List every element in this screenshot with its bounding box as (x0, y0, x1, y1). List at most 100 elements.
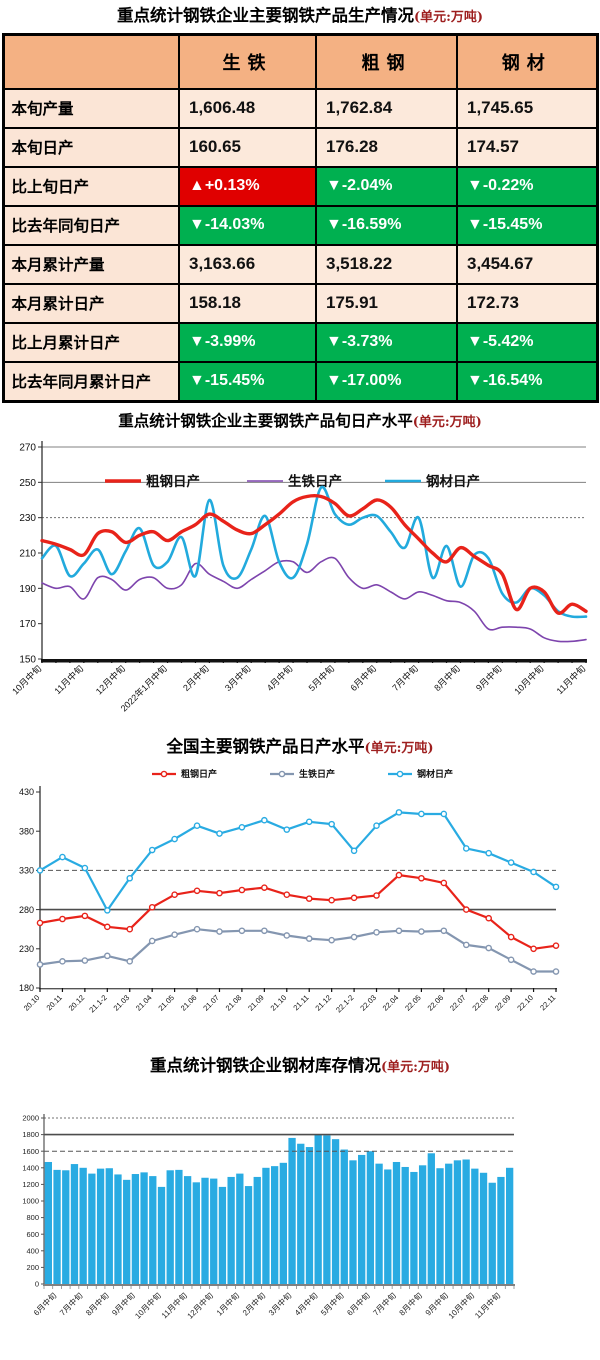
bar (53, 1170, 61, 1285)
bar (375, 1163, 383, 1285)
x-tick-label: 22.05 (403, 993, 423, 1013)
bar (253, 1177, 261, 1285)
col-header-crude-steel: 粗钢 (315, 33, 458, 90)
x-tick-label: 12月中旬 (93, 663, 127, 697)
data-point (59, 915, 66, 922)
row-label: 本月累计产量 (2, 243, 180, 285)
y-tick-label: 330 (19, 865, 34, 875)
data-point (440, 927, 448, 934)
production-table-title: 重点统计钢铁企业主要钢铁产品生产情况(单元:万吨) (0, 6, 600, 27)
bar (44, 1162, 52, 1285)
data-point (104, 952, 111, 959)
value-cell: 172.73 (456, 282, 598, 324)
row-label: 本月累计日产 (2, 282, 180, 324)
x-tick-label: 21.12 (313, 993, 333, 1013)
x-tick-label: 6月中旬 (348, 663, 378, 693)
x-tick-label: 20.11 (45, 993, 64, 1012)
bar (227, 1177, 235, 1285)
data-point (373, 928, 380, 936)
value-cell: 1,762.84 (315, 87, 458, 129)
col-header-pig-iron: 生铁 (178, 33, 317, 90)
bar (488, 1182, 496, 1285)
bar (323, 1135, 331, 1285)
bar (88, 1173, 96, 1285)
y-tick-label: 0 (35, 1280, 39, 1289)
chart3-title-unit: (单元:万吨) (380, 1059, 451, 1075)
bar (506, 1168, 514, 1285)
legend-label: 粗钢日产 (181, 768, 217, 779)
chart3-title-text: 重点统计钢铁企业钢材库存情况 (149, 1056, 381, 1075)
x-tick-label: 8月中旬 (431, 663, 461, 693)
data-point (171, 891, 178, 898)
data-point (104, 906, 111, 914)
legend-label: 钢材日产 (426, 473, 480, 489)
data-point (485, 849, 492, 857)
x-tick-label: 4月中旬 (292, 1291, 319, 1318)
data-point (171, 931, 178, 938)
value-cell: 1,745.65 (456, 87, 598, 129)
x-tick-label: 10月中旬 (446, 1291, 476, 1321)
bar (297, 1143, 305, 1285)
steel-report: 重点统计钢铁企业主要钢铁产品生产情况(单元:万吨) 生铁 粗钢 钢材 本旬产量 1… (0, 6, 600, 1360)
bar (349, 1160, 357, 1285)
x-tick-label: 1月中旬 (214, 1291, 241, 1318)
bar (305, 1147, 314, 1285)
row-label: 比上旬日产 (2, 165, 180, 207)
chart1-title-unit: (单元:万吨) (412, 414, 482, 430)
value-cell: 160.65 (178, 126, 317, 168)
table-row: 比上旬日产 ▲+0.13% ▼-2.04% ▼-0.22% (2, 165, 598, 207)
bar (427, 1153, 435, 1285)
x-tick-label: 9月中旬 (473, 663, 503, 693)
x-tick-label: 11月中旬 (554, 663, 587, 696)
x-tick-label: 12月中旬 (185, 1291, 215, 1321)
x-tick-label: 9月中旬 (110, 1291, 137, 1318)
x-tick-label: 11月中旬 (52, 663, 85, 696)
row-label: 本旬日产 (2, 126, 180, 168)
data-point (485, 914, 492, 922)
data-point (350, 847, 358, 854)
bar (410, 1172, 418, 1285)
data-point (148, 846, 156, 853)
bar (157, 1187, 166, 1285)
x-tick-label: 21.1-2 (87, 993, 108, 1014)
table-header-row: 生铁 粗钢 钢材 (2, 33, 598, 90)
data-point (148, 903, 156, 911)
bar (331, 1139, 340, 1285)
x-tick-label: 22.07 (448, 993, 468, 1013)
chart1-title: 重点统计钢铁企业主要钢铁产品旬日产水平(单元:万吨) (0, 412, 600, 431)
row-label: 本旬产量 (2, 87, 180, 129)
table-row: 本旬产量 1,606.48 1,762.84 1,745.65 (2, 87, 598, 129)
data-point (36, 919, 44, 926)
bar (166, 1170, 174, 1285)
y-tick-label: 1400 (22, 1164, 39, 1173)
bar (340, 1149, 348, 1285)
series-钢材日产 (40, 485, 588, 619)
data-point (126, 874, 134, 882)
data-point (328, 820, 335, 828)
bar (175, 1170, 183, 1285)
data-point (373, 822, 380, 829)
data-point (328, 936, 335, 944)
bar (497, 1177, 505, 1285)
bar (279, 1163, 287, 1285)
data-point (59, 957, 66, 965)
y-tick-label: 170 (19, 619, 36, 630)
data-point (485, 944, 492, 951)
x-tick-label: 9月中旬 (423, 1291, 450, 1318)
y-tick-label: 230 (19, 513, 36, 524)
col-header-steel-products: 钢材 (456, 33, 598, 90)
data-point (395, 871, 403, 879)
x-tick-label: 20.12 (67, 993, 87, 1013)
x-tick-label: 21.04 (134, 993, 154, 1013)
x-tick-label: 22.10 (515, 993, 535, 1013)
x-tick-label: 21.07 (201, 993, 221, 1013)
data-point (328, 896, 335, 904)
table-row: 比去年同旬日产 ▼-14.03% ▼-16.59% ▼-15.45% (2, 204, 598, 246)
data-point (305, 934, 313, 942)
x-tick-label: 2月中旬 (240, 1291, 267, 1318)
chart2-title: 全国主要钢铁产品日产水平(单元:万吨) (0, 737, 600, 758)
bar (105, 1168, 113, 1285)
bar (201, 1178, 209, 1285)
bar (358, 1155, 366, 1285)
